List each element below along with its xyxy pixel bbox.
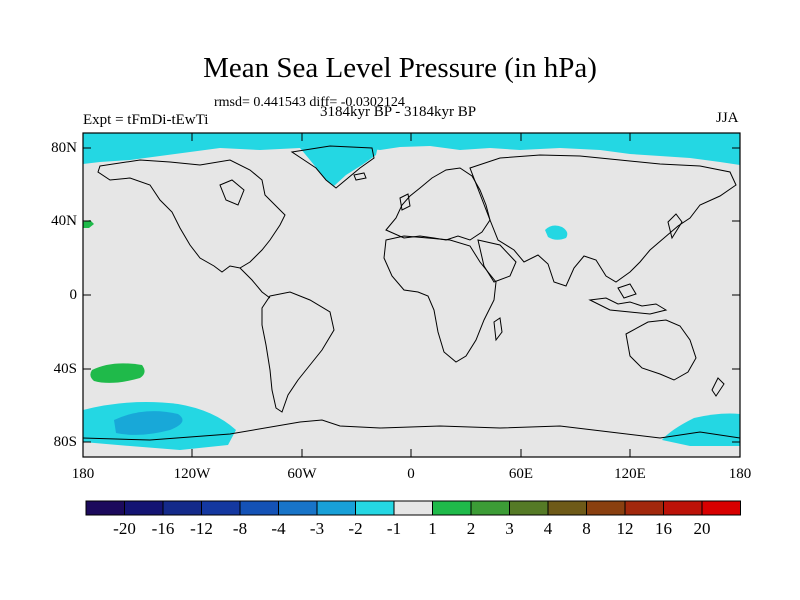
greenland-region [300, 144, 378, 186]
colorbar-box-9 [393, 500, 433, 516]
colorbar-box-14 [586, 500, 626, 516]
colorbar-box-3 [162, 500, 202, 516]
colorbar-box-17 [701, 500, 741, 516]
colorbar-box-4 [201, 500, 241, 516]
colorbar-label-15: 16 [655, 519, 672, 538]
lat-label-40n: 40N [51, 213, 77, 229]
colorbar-box-16 [663, 500, 703, 516]
colorbar-label-6: -3 [309, 519, 325, 538]
colorbar-label-11: 3 [505, 519, 514, 538]
north-america-coast [97, 159, 286, 273]
south-america-coast [261, 291, 335, 413]
colorbar-label-3: -12 [190, 519, 213, 538]
lat-label-80n: 80N [51, 140, 77, 156]
africa-coast [383, 235, 497, 363]
iceland-coast [353, 172, 367, 181]
lon-label-0: 0 [407, 466, 415, 482]
south-pacific-high-region [90, 363, 145, 383]
borneo-coast [617, 283, 637, 299]
experiment-label: Expt = tFmDi-tEwTi [83, 112, 209, 128]
north-pacific-edge-region [83, 220, 94, 228]
hudson-bay-coast [219, 179, 245, 206]
colorbar-label-2: -16 [151, 519, 175, 538]
britain-coast [399, 193, 411, 211]
colorbar-label-4: -8 [232, 519, 248, 538]
colorbar-label-12: 4 [543, 519, 553, 538]
tibet-region [545, 225, 568, 240]
arabia-coast [477, 239, 517, 283]
greenland-coast [290, 145, 375, 189]
lon-label-120w: 120W [173, 466, 211, 482]
colorbar-box-2 [124, 500, 164, 516]
season-label: JJA [716, 110, 739, 126]
stats-text: rmsd= 0.441543 diff= -0.0302124 [214, 95, 405, 110]
japan-coast [667, 213, 683, 240]
antarctic-pacific-core-region [114, 411, 183, 435]
lon-label-180e: 180 [728, 466, 752, 482]
map-background [83, 133, 740, 457]
lon-label-60w: 60W [287, 466, 317, 482]
central-america-coast [239, 267, 271, 299]
colorbar-label-14: 12 [616, 519, 634, 538]
madagascar-coast [493, 317, 503, 342]
anomaly-fields [83, 133, 740, 450]
colorbar-label-7: -2 [348, 519, 363, 538]
australia-coast [625, 319, 697, 381]
arctic-cap-region [83, 133, 740, 165]
colorbar-box-6 [278, 500, 318, 516]
colorbar-label-10: 2 [466, 519, 476, 538]
colorbar-box-8 [355, 500, 395, 516]
colorbar-box-13 [547, 500, 587, 516]
lon-label-60e: 60E [508, 466, 534, 482]
colorbar-label-9: 1 [428, 519, 437, 538]
colorbar-label-1: -20 [113, 519, 136, 538]
lat-label-0: 0 [69, 287, 78, 303]
colorbar-box-1 [85, 500, 125, 516]
colorbar-box-7 [316, 500, 356, 516]
axis-ticks [82, 133, 741, 457]
asia-coast [469, 154, 737, 287]
ross-sea-region [662, 413, 740, 446]
lon-label-180w: 180 [71, 466, 95, 482]
new-zealand-coast [711, 377, 725, 397]
colorbar-box-11 [470, 500, 510, 516]
lat-label-80s: 80S [53, 434, 77, 450]
antarctica-coast [83, 419, 740, 441]
colorbar-label-13: 8 [582, 519, 591, 538]
colorbar-label-16: 20 [693, 519, 711, 538]
lat-label-40s: 40S [53, 361, 77, 377]
colorbar-label-8: -1 [386, 519, 402, 538]
colorbar-box-15 [624, 500, 664, 516]
chart-title: Mean Sea Level Pressure (in hPa) [203, 52, 597, 84]
period-label: 3184kyr BP - 3184kyr BP [320, 104, 477, 120]
colorbar-box-10 [432, 500, 472, 516]
colorbar [85, 500, 741, 516]
colorbar-box-5 [239, 500, 279, 516]
indonesia-coast [588, 297, 668, 315]
lon-label-120e: 120E [614, 466, 646, 482]
coastlines [83, 145, 740, 441]
colorbar-label-5: -4 [271, 519, 286, 538]
colorbar-box-12 [509, 500, 549, 516]
